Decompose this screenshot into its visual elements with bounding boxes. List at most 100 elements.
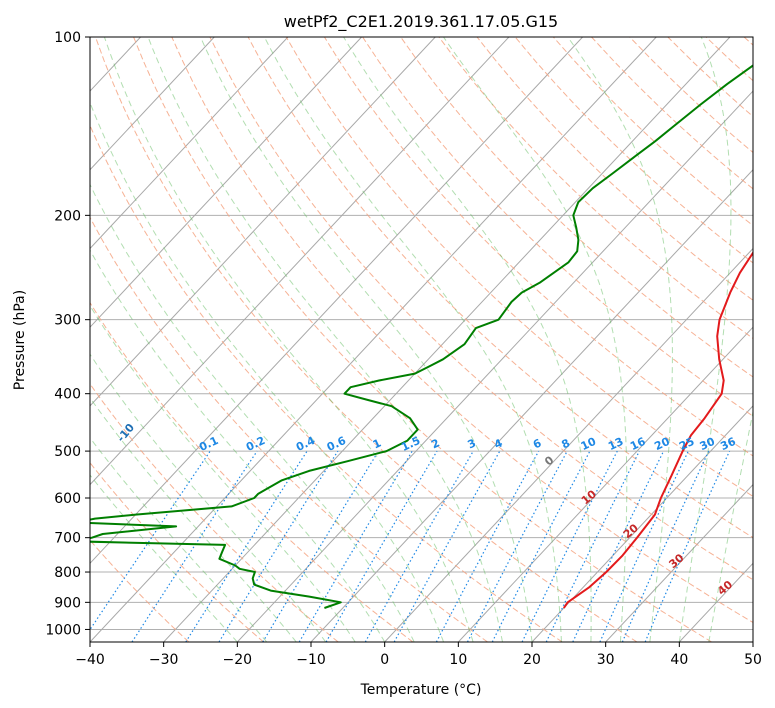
- temperature-profile: [562, 251, 753, 609]
- mixing-ratio-line: [621, 450, 710, 642]
- x-tick-label: 0: [380, 652, 389, 668]
- y-tick-label: 600: [54, 491, 81, 507]
- isotherm-layer: [0, 37, 753, 642]
- isotherm-line: [90, 37, 289, 250]
- x-tick-label: −20: [223, 652, 253, 668]
- dry-adiabat-line: [90, 124, 563, 642]
- y-tick-label: 300: [54, 313, 81, 329]
- mixing-ratio-label: 10: [579, 435, 599, 453]
- mixing-ratio-label: 30: [698, 435, 718, 453]
- moist-adiabat-label: 10: [579, 487, 599, 507]
- dry-adiabat-line: [743, 37, 753, 46]
- y-tick-label: 700: [54, 531, 81, 547]
- isotherm-line: [384, 247, 753, 642]
- dry-adiabat-line: [362, 37, 753, 417]
- dry-adiabat-line: [133, 37, 712, 642]
- chart-title: wetPf2_C2E1.2019.361.17.05.G15: [284, 12, 558, 32]
- mixing-ratio-line: [131, 450, 258, 642]
- moist-adiabat-line: [90, 397, 297, 642]
- x-tick-label: 30: [597, 652, 615, 668]
- y-tick-label: 400: [54, 387, 81, 403]
- plot-area: 0.10.20.40.611.52346810131620253036-100-…: [0, 37, 753, 642]
- mixing-ratio-line: [185, 450, 308, 642]
- plot-frame: [89, 36, 754, 643]
- y-axis-label: Pressure (hPa): [12, 290, 28, 390]
- mixing-ratio-label: 16: [628, 435, 648, 453]
- dry-adiabat-line: [591, 37, 753, 190]
- moist-adiabat-line: [678, 37, 732, 642]
- isotherm-line: [752, 641, 753, 642]
- dry-adiabat-line: [90, 301, 414, 642]
- x-tick-label: 40: [670, 652, 688, 668]
- mixing-ratio-line: [218, 450, 339, 642]
- isotherm-line: [90, 37, 583, 565]
- isotherm-line: [678, 562, 753, 642]
- dry-adiabat-line: [90, 216, 488, 642]
- moist-adiabat-line: [263, 37, 562, 642]
- dry-adiabat-line: [323, 37, 753, 457]
- dry-adiabat-line: [209, 37, 753, 581]
- dry-adiabat-line: [476, 37, 753, 301]
- grid-layer: [90, 37, 753, 630]
- dry-adiabat-line: [171, 37, 753, 624]
- mixing-ratio-label: 6: [531, 436, 544, 451]
- x-tick-label: 20: [523, 652, 541, 668]
- dry-adiabat-line: [90, 539, 190, 642]
- x-tick-label: 50: [744, 652, 762, 668]
- moist-adiabat-line: [343, 37, 592, 642]
- moist-adiabat-line: [567, 37, 673, 642]
- moist-adiabat-line: [147, 37, 503, 642]
- isotherm-line: [90, 37, 436, 407]
- mixing-ratio-label: 20: [652, 435, 672, 453]
- moist-adiabat-line: [90, 249, 386, 642]
- mixing-ratio-line: [364, 450, 474, 642]
- x-axis-label: Temperature (°C): [360, 682, 482, 698]
- isotherm-line: [0, 37, 67, 642]
- x-tick-label: 10: [449, 652, 467, 668]
- mixing-ratio-label: 25: [677, 435, 696, 453]
- y-tick-label: 500: [54, 444, 81, 460]
- mixing-ratio-line: [644, 450, 731, 642]
- mixing-ratio-layer: [90, 450, 731, 642]
- isotherm-line: [236, 90, 753, 642]
- isotherm-line: [457, 326, 753, 642]
- mixing-ratio-label: 2: [429, 436, 441, 451]
- isotherm-line: [605, 483, 753, 642]
- x-tick-label: −10: [296, 652, 326, 668]
- mixing-ratio-line: [466, 450, 568, 642]
- dry-adiabat-label: -20: [30, 386, 53, 410]
- isotherm-line: [90, 37, 362, 328]
- moist-adiabat-line: [708, 409, 753, 642]
- mixing-ratio-line: [521, 450, 618, 642]
- series-layer: [90, 64, 753, 609]
- x-tick-label: −40: [75, 652, 105, 668]
- dry-adiabat-line: [438, 37, 753, 339]
- moist-adiabat-line: [103, 37, 474, 642]
- dry-adiabat-label: -10: [114, 421, 137, 445]
- y-tick-label: 900: [54, 595, 81, 611]
- dry-adiabat-line: [705, 37, 753, 82]
- isotherm-line: [163, 37, 731, 642]
- y-tick-label: 200: [54, 208, 81, 224]
- y-axis: 100 200 300 400 500 600 700 800 900 1000: [45, 30, 90, 638]
- y-tick-label: 800: [54, 565, 81, 581]
- x-tick-label: −30: [149, 652, 179, 668]
- moist-adiabat-label: 20: [621, 521, 641, 541]
- mixing-ratio-line: [599, 450, 689, 642]
- dry-adiabat-line: [247, 37, 753, 539]
- mixing-ratio-label: 3: [466, 436, 478, 451]
- moist-adiabat-layer: [90, 37, 753, 642]
- mixing-ratio-line: [262, 450, 380, 642]
- moist-adiabat-label: 30: [666, 551, 686, 571]
- x-axis: −40 −30 −20 −10 0 10 20 30 40 50: [75, 642, 762, 668]
- mixing-ratio-line: [393, 450, 501, 642]
- dewpoint-profile: [90, 64, 753, 609]
- dry-adiabat-line: [90, 383, 339, 642]
- moist-adiabat-line: [90, 101, 445, 642]
- y-tick-label: 1000: [45, 622, 81, 638]
- isotherm-line: [531, 405, 753, 642]
- dry-adiabat-line: [95, 37, 638, 642]
- moist-adiabat-line: [443, 37, 628, 642]
- moist-adiabat-line: [90, 474, 238, 642]
- isotherm-line: [90, 37, 510, 486]
